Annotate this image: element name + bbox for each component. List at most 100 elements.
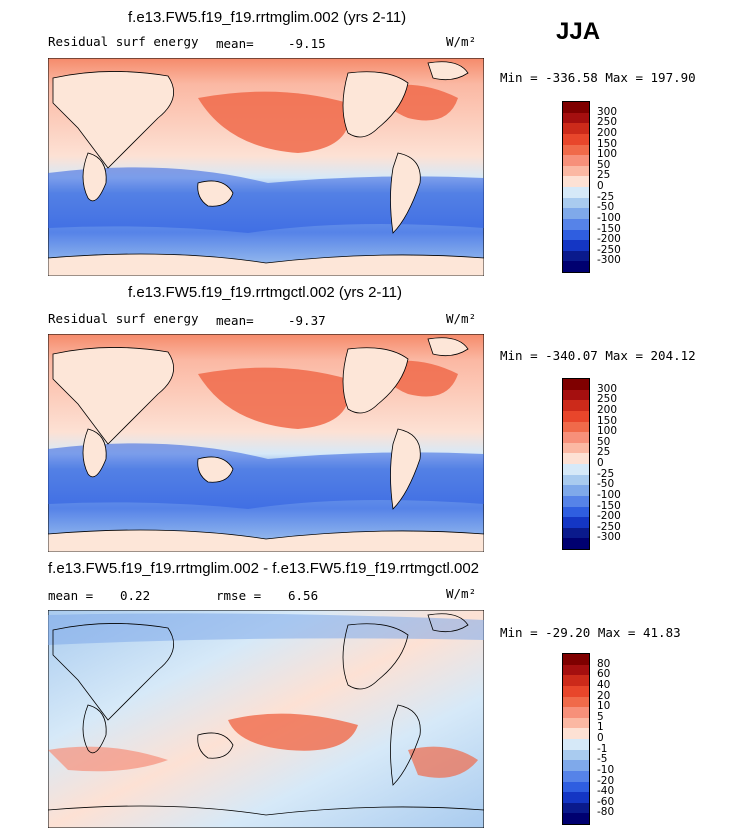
colorbar-swatch [563, 474, 589, 486]
colorbar-swatch [563, 538, 589, 549]
panel2-map [48, 334, 484, 552]
colorbar-tick-label: 60 [597, 668, 611, 681]
colorbar-tick-label: 0 [597, 180, 604, 192]
colorbar-tick-label: -50 [597, 201, 615, 214]
colorbar-swatch [563, 717, 589, 729]
colorbar-swatch [563, 495, 589, 507]
colorbar-tick-label: 150 [597, 414, 618, 427]
colorbar-tick-label: -25 [597, 190, 615, 203]
panel2-map-canvas [48, 334, 484, 552]
panel2-minmax: Min = -340.07 Max = 204.12 [500, 348, 696, 363]
colorbar-tick-label: 50 [597, 435, 611, 448]
colorbar-swatch [563, 749, 589, 761]
colorbar-swatch [563, 389, 589, 401]
panel3-map [48, 610, 484, 828]
panel2-mean-value: -9.37 [288, 313, 326, 328]
panel1-mean-label: mean= [216, 36, 254, 51]
colorbar-tick-label: -60 [597, 795, 615, 808]
colorbar-swatch [563, 664, 589, 676]
colorbar-swatch [563, 229, 589, 241]
colorbar-tick-label: 10 [597, 700, 611, 713]
colorbar-tick-label: -5 [597, 753, 608, 766]
colorbar-tick-label: 0 [597, 457, 604, 469]
colorbar-swatch [563, 802, 589, 814]
panel1-map [48, 58, 484, 276]
panel1-units: W/m² [446, 34, 477, 49]
colorbar-swatch [563, 218, 589, 230]
colorbar-swatch [563, 696, 589, 708]
panel2-colorbar [562, 378, 590, 550]
colorbar-swatch [563, 112, 589, 124]
panel1-title: f.e13.FW5.f19_f19.rrtmglim.002 (yrs 2-11… [128, 9, 407, 26]
colorbar-tick-label: 100 [597, 148, 618, 161]
colorbar-tick-label: -150 [597, 222, 621, 235]
panel1-mean-value: -9.15 [288, 36, 326, 51]
colorbar-tick-label: -40 [597, 785, 615, 798]
colorbar-swatch [563, 506, 589, 518]
colorbar-swatch [563, 144, 589, 156]
colorbar-tick-label: 5 [597, 710, 604, 723]
colorbar-swatch [563, 102, 589, 113]
panel1-colorbar [562, 101, 590, 273]
colorbar-swatch [563, 792, 589, 803]
colorbar-tick-label: 100 [597, 425, 618, 438]
panel2-units: W/m² [446, 311, 477, 326]
panel2-field-label: Residual surf energy [48, 311, 199, 326]
panel2-mean-label: mean= [216, 313, 254, 328]
colorbar-tick-label: -300 [597, 254, 621, 267]
colorbar-swatch [563, 155, 589, 166]
colorbar-swatch [563, 813, 589, 824]
panel1-minmax: Min = -336.58 Max = 197.90 [500, 70, 696, 85]
colorbar-tick-label: 25 [597, 446, 611, 459]
colorbar-tick-label: -250 [597, 243, 621, 256]
colorbar-swatch [563, 770, 589, 782]
panel3-colorbar [562, 653, 590, 825]
panel3-map-canvas [48, 610, 484, 828]
panel3-rmse-label: rmse = [216, 588, 262, 603]
colorbar-swatch [563, 208, 589, 219]
panel3-minmax: Min = -29.20 Max = 41.83 [500, 625, 681, 640]
colorbar-tick-label: -10 [597, 763, 615, 776]
colorbar-tick-label: 200 [597, 403, 618, 416]
colorbar-tick-label: 150 [597, 137, 618, 150]
colorbar-tick-label: -25 [597, 467, 615, 480]
colorbar-tick-label: 20 [597, 689, 611, 702]
colorbar-tick-label: -150 [597, 499, 621, 512]
colorbar-swatch [563, 527, 589, 539]
colorbar-swatch [563, 240, 589, 251]
colorbar-tick-label: -250 [597, 520, 621, 533]
season-label: JJA [556, 18, 601, 45]
colorbar-swatch [563, 133, 589, 145]
colorbar-swatch [563, 123, 589, 134]
colorbar-swatch [563, 453, 589, 464]
colorbar-tick-label: 300 [597, 105, 618, 118]
colorbar-tick-label: 50 [597, 158, 611, 171]
colorbar-swatch [563, 379, 589, 390]
colorbar-swatch [563, 781, 589, 793]
colorbar-tick-label: -100 [597, 211, 621, 224]
panel1-map-canvas [48, 58, 484, 276]
panel3-rmse-value: 6.56 [288, 588, 319, 603]
colorbar-tick-label: 1 [597, 721, 604, 734]
colorbar-swatch [563, 421, 589, 433]
colorbar-tick-label: -100 [597, 488, 621, 501]
colorbar-tick-label: 25 [597, 169, 611, 182]
panel3-mean-label: mean = [48, 588, 94, 603]
panel3-mean-value: 0.22 [120, 588, 151, 603]
colorbar-tick-label: -200 [597, 510, 621, 523]
colorbar-tick-label: 40 [597, 678, 611, 691]
colorbar-tick-label: 200 [597, 126, 618, 139]
colorbar-swatch [563, 654, 589, 665]
colorbar-tick-label: 0 [597, 732, 604, 744]
colorbar-tick-label: 250 [597, 116, 618, 129]
panel3-units: W/m² [446, 586, 477, 601]
colorbar-tick-label: -80 [597, 806, 615, 819]
colorbar-tick-label: -50 [597, 478, 615, 491]
colorbar-swatch [563, 410, 589, 422]
colorbar-tick-label: 80 [597, 657, 611, 670]
colorbar-swatch [563, 464, 589, 475]
colorbar-swatch [563, 261, 589, 272]
colorbar-swatch [563, 485, 589, 496]
colorbar-tick-label: -1 [597, 742, 608, 755]
colorbar-swatch [563, 707, 589, 718]
